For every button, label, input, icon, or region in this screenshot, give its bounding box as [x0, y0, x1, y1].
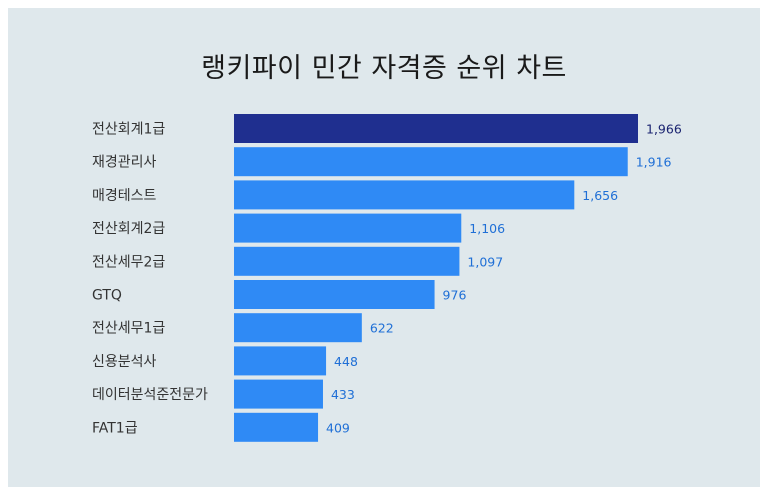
value-label: 1,106 [469, 221, 505, 236]
value-label: 976 [443, 288, 467, 303]
category-label: 신용분석사 [92, 354, 157, 370]
category-label: 매경테스트 [92, 188, 157, 204]
bar [234, 114, 638, 143]
value-label: 1,656 [582, 188, 618, 203]
category-label: 전산회계2급 [92, 221, 165, 237]
category-label: 전산세무2급 [92, 254, 165, 270]
bar [234, 379, 323, 409]
value-label: 1,966 [646, 122, 682, 137]
bar [234, 412, 319, 442]
category-label: 데이터분석준전문가 [92, 387, 208, 403]
bar [234, 180, 575, 210]
bar [234, 346, 327, 376]
value-label: 1,916 [636, 155, 672, 170]
value-label: 433 [331, 387, 355, 402]
category-label: GTQ [92, 288, 122, 304]
value-label: 1,097 [467, 254, 503, 269]
bar [234, 213, 462, 243]
bar [234, 280, 435, 309]
category-label: FAT1급 [92, 420, 138, 436]
bar [234, 246, 460, 276]
bar [234, 147, 628, 177]
category-label: 전산세무1급 [92, 321, 165, 337]
value-label: 409 [326, 420, 350, 435]
value-label: 622 [370, 321, 394, 336]
bar [234, 313, 362, 343]
chart-title: 랭키파이 민간 자격증 순위 차트 [201, 53, 567, 84]
value-label: 448 [334, 354, 358, 369]
category-label: 재경관리사 [92, 155, 157, 171]
category-label: 전산회계1급 [92, 122, 165, 138]
